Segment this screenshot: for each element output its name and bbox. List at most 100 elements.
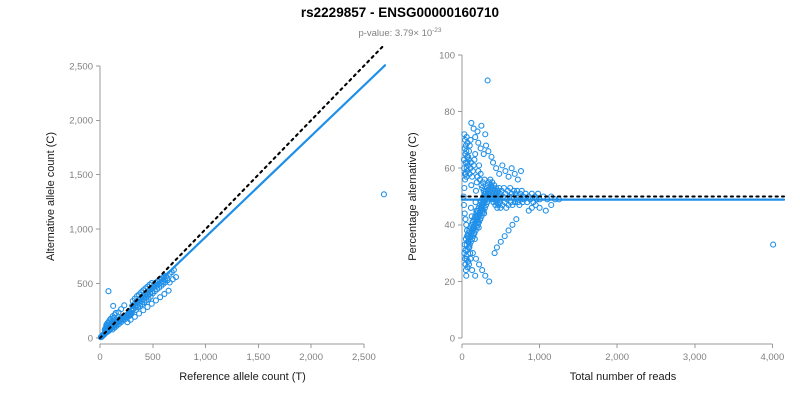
data-point — [482, 272, 489, 279]
data-point — [467, 238, 474, 245]
data-point — [484, 77, 491, 84]
data-point — [480, 207, 487, 214]
data-point — [505, 227, 512, 234]
data-point — [121, 302, 128, 309]
data-point — [470, 233, 477, 240]
data-point — [461, 184, 468, 192]
x-tick-label: 1,500 — [246, 352, 270, 363]
x-tick-label: 0 — [459, 352, 464, 363]
x-axis-title: Reference allele count (T) — [179, 371, 306, 383]
data-point — [140, 307, 147, 314]
y-tick-label: 80 — [444, 107, 455, 118]
data-point — [491, 250, 498, 257]
y-axis-title: Alternative allele count (C) — [45, 132, 57, 261]
y-tick-label: 1,000 — [69, 225, 93, 236]
y-tick-label: 100 — [439, 50, 455, 61]
y-tick-label: 2,500 — [69, 61, 93, 72]
data-point — [481, 204, 488, 211]
data-point — [493, 244, 500, 251]
data-point — [469, 267, 476, 274]
y-tick-label: 0 — [88, 333, 93, 344]
data-point — [110, 314, 117, 321]
data-point — [161, 290, 168, 297]
data-point — [514, 176, 521, 183]
data-point — [477, 170, 484, 177]
data-point — [380, 191, 387, 198]
data-point — [157, 294, 164, 301]
data-point — [499, 162, 506, 169]
data-point — [471, 230, 478, 237]
data-point — [472, 227, 479, 234]
data-point — [486, 278, 493, 285]
data-point — [172, 273, 180, 281]
data-point — [476, 162, 483, 169]
data-point — [511, 170, 518, 177]
x-tick-label: 0 — [97, 352, 102, 363]
data-point — [477, 216, 484, 223]
data-point — [461, 210, 468, 217]
x-tick-label: 2,000 — [605, 352, 629, 363]
data-point — [505, 173, 512, 180]
data-point — [508, 165, 515, 172]
data-point — [532, 201, 539, 209]
data-point — [518, 187, 525, 194]
data-point — [480, 151, 487, 158]
data-point — [509, 221, 516, 228]
y-tick-label: 40 — [444, 220, 455, 231]
y-tick-label: 1,500 — [69, 170, 93, 181]
data-point — [474, 221, 481, 228]
data-point — [463, 252, 470, 259]
data-point — [482, 131, 489, 138]
data-point — [463, 148, 470, 155]
data-point — [469, 235, 476, 242]
data-point — [472, 187, 480, 194]
data-point — [542, 207, 549, 214]
data-point — [513, 216, 520, 223]
data-point — [152, 297, 159, 304]
data-point — [110, 302, 117, 309]
x-axis-line — [461, 343, 773, 348]
p-value-text: p-value: 3.79× 10 — [358, 28, 432, 39]
data-point — [468, 119, 475, 126]
data-point — [477, 145, 484, 152]
data-point — [528, 204, 535, 211]
data-point — [483, 201, 490, 209]
data-point — [467, 165, 474, 172]
data-point — [500, 184, 507, 192]
data-point — [770, 241, 777, 248]
data-point — [144, 303, 151, 311]
data-point — [464, 247, 471, 254]
data-point — [496, 170, 503, 177]
y-tick-label: 2,000 — [69, 116, 93, 127]
data-point — [502, 167, 509, 175]
data-point — [507, 184, 514, 192]
data-point — [517, 167, 525, 175]
data-point — [472, 272, 479, 279]
x-tick-label: 1,000 — [528, 352, 552, 363]
data-point — [112, 309, 119, 317]
page-title: rs2229857 - ENSG00000160710 — [301, 5, 499, 20]
data-point — [466, 241, 473, 248]
data-point — [473, 224, 480, 231]
data-point — [483, 142, 490, 149]
data-point — [105, 288, 112, 295]
data-point — [472, 134, 479, 141]
data-point — [497, 238, 504, 245]
data-point — [460, 201, 467, 209]
data-point — [463, 134, 470, 141]
data-point — [468, 159, 475, 166]
data-point — [476, 261, 483, 268]
data-point — [493, 165, 500, 172]
p-value-exponent: -23 — [432, 27, 442, 34]
data-point — [478, 213, 485, 220]
data-point — [127, 316, 134, 323]
reference-line — [98, 43, 387, 340]
data-point — [479, 210, 486, 217]
fit-line — [98, 64, 387, 340]
data-point — [479, 267, 486, 274]
data-point — [481, 176, 488, 183]
data-point — [470, 125, 477, 132]
data-point — [462, 261, 469, 268]
data-point — [472, 151, 479, 158]
